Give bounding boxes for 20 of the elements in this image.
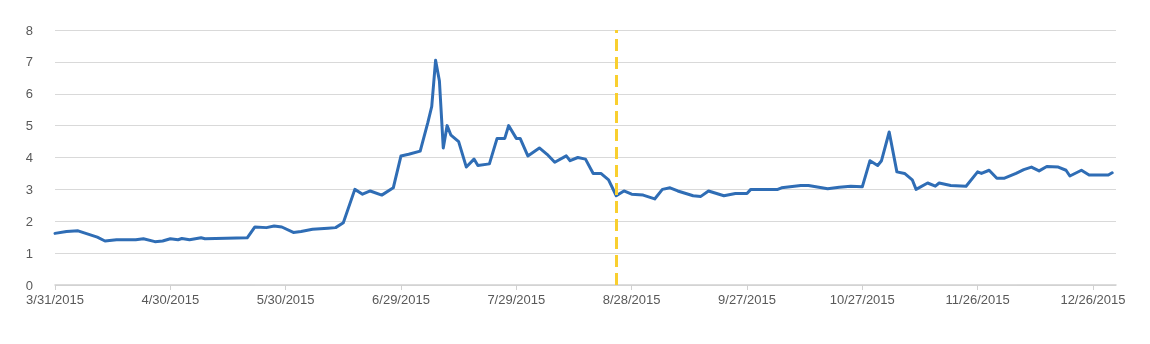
y-tick-label: 0 [25,277,33,293]
x-tick-label: 7/29/2015 [487,292,546,307]
line-series [53,58,1114,244]
y-tick-label: 3 [25,181,33,197]
y-tick-label: 6 [25,86,33,102]
y-tick-label: 1 [25,245,33,261]
y-tick-label: 7 [25,54,33,70]
y-tick-label: 8 [25,22,33,38]
x-tick-label: 11/26/2015 [945,292,1010,307]
y-tick-label: 5 [25,118,33,134]
x-tick-label: 12/26/2015 [1060,292,1126,307]
y-tick-label: 4 [25,150,33,165]
y-tick-label: 2 [25,213,33,229]
x-tick-label: 10/27/2015 [829,292,895,307]
x-tick-label: 9/27/2015 [718,292,776,307]
x-tick-label: 3/31/2015 [26,292,84,307]
x-tick-label: 4/30/2015 [141,292,200,307]
x-tick-label: 6/29/2015 [372,292,430,307]
x-tick-label: 5/30/2015 [256,292,315,307]
x-tick-label: 8/28/2015 [602,292,661,307]
